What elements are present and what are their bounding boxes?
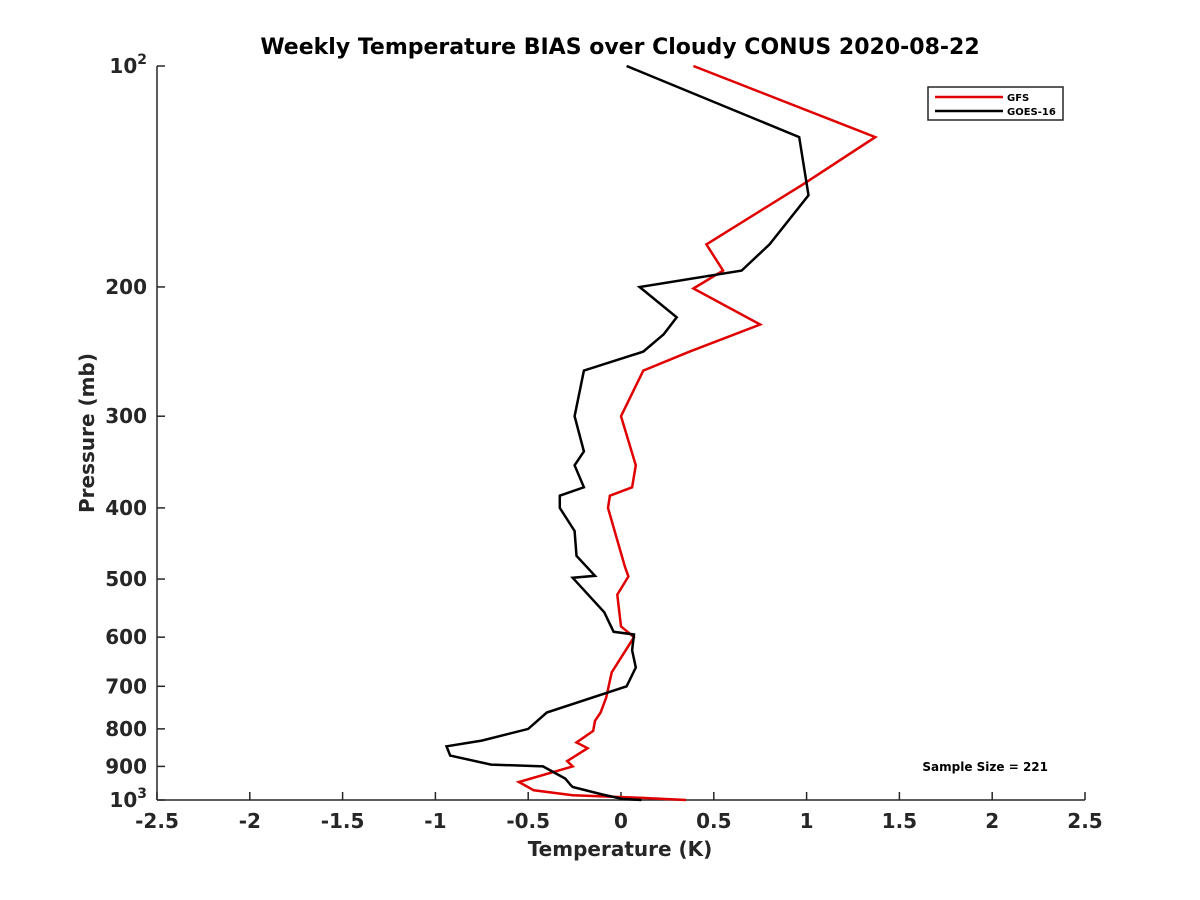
chart-title: Weekly Temperature BIAS over Cloudy CONU… (260, 35, 979, 60)
x-tick-label: 0 (614, 809, 628, 833)
y-tick-label: 800 (105, 717, 147, 741)
series-layer (444, 64, 879, 802)
y-tick-label: 400 (105, 496, 147, 520)
x-tick-label: -1 (424, 809, 446, 833)
x-axis-label: Temperature (K) (528, 837, 713, 861)
x-tick-label: -0.5 (506, 809, 550, 833)
legend-box (927, 86, 1064, 121)
y-tick-label: 102 (109, 52, 147, 78)
plot-area (156, 66, 1085, 801)
y-tick-exponent: 2 (137, 52, 147, 68)
sample-size-annotation: Sample Size = 221 (922, 760, 1048, 774)
y-axis-label: Pressure (mb) (75, 353, 99, 513)
x-tick-label: -2 (239, 809, 261, 833)
y-tick-base: 10 (109, 54, 137, 78)
legend: GFS GOES-16 (927, 86, 1064, 121)
x-tick-label: 2 (985, 809, 999, 833)
y-tick-label: 300 (105, 404, 147, 428)
x-tick-label: 1.5 (882, 809, 917, 833)
x-tick-label: -2.5 (135, 809, 179, 833)
legend-label-gfs: GFS (1007, 93, 1029, 104)
series-line-goes16 (444, 64, 810, 802)
y-tick-label: 200 (105, 275, 147, 299)
x-tick-label: -1.5 (321, 809, 365, 833)
y-tick-label: 900 (105, 754, 147, 778)
y-tick-label: 103 (109, 786, 147, 812)
y-tick-label: 700 (105, 674, 147, 698)
y-tick-exponent: 3 (137, 786, 147, 802)
x-tick-label: 0.5 (696, 809, 731, 833)
y-tick-label: 600 (105, 625, 147, 649)
y-tick-base: 10 (109, 788, 137, 812)
x-axis-ticks: -2.5 -2 -1.5 -1 -0.5 0 0.5 1 1.5 2 2.5 (135, 792, 1103, 833)
legend-label-goes16: GOES-16 (1007, 107, 1056, 118)
series-line-gfs (515, 64, 879, 802)
x-tick-label: 2.5 (1067, 809, 1102, 833)
x-tick-label: 1 (800, 809, 814, 833)
y-tick-label: 500 (105, 567, 147, 591)
